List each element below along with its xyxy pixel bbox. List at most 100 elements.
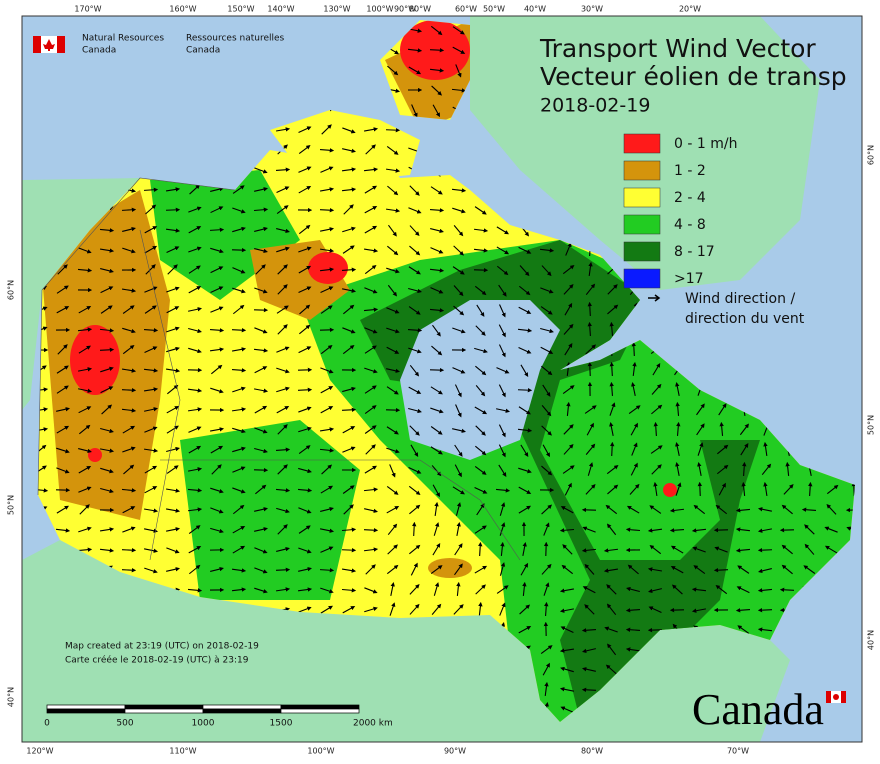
flag-bar [33,36,41,53]
map [22,16,862,742]
wind-arrow [122,390,134,391]
latitude-label: 60°N [7,280,16,300]
wind-arrow [760,610,772,611]
latitude-label: 50°N [7,495,16,515]
wind-arrow [414,524,415,536]
wind-arrow [612,364,613,376]
wind-arrow [298,390,310,391]
scale-label: 500 [116,719,133,729]
credit: Carte créée le 2018-02-19 (UTC) à 23:19 [65,655,249,666]
wind-arrow [166,210,178,211]
wind-arrow [430,50,442,51]
wind-arrow [122,570,134,571]
legend-label: 1 - 2 [674,163,706,179]
wind-arrow [590,304,591,316]
legend-label: 4 - 8 [674,217,706,233]
wind-arrow [210,230,222,231]
scale-segment [125,705,203,709]
wordmark-flag [826,691,846,703]
legend-swatch [624,134,660,153]
wordmark: Canada [692,685,824,734]
longitude-label: 30°W [581,5,603,14]
flag-bar [57,36,65,53]
wind-arrow [810,484,811,496]
wind-arrow [656,424,657,436]
longitude-label: 120°W [26,747,53,756]
longitude-label: 40°W [524,5,546,14]
longitude-label: 50°W [483,5,505,14]
title: Vecteur éolien de transp [540,62,847,91]
legend-label: Wind direction / [685,291,795,307]
legend-label: >17 [674,271,704,287]
wind-arrow [612,444,613,456]
wind-arrow [584,690,596,691]
credit: Map created at 23:19 (UTC) on 2018-02-19 [65,642,259,652]
org-name: Natural Resources [82,34,164,44]
longitude-label: 100°W [366,5,393,14]
latitude-label: 60°N [867,145,876,165]
org-name: Canada [82,46,116,56]
scale-segment [125,709,203,713]
wind-arrow [342,410,354,411]
wind-arrow [122,550,134,551]
longitude-label: 150°W [227,5,254,14]
scale-label: 1500 [270,719,293,729]
wind-arrow [100,350,112,351]
legend-swatch [624,269,660,288]
scale-segment [203,709,281,713]
wind-arrow [122,210,134,211]
legend-swatch [624,161,660,180]
scale-segment [281,709,359,713]
scale-segment [47,709,125,713]
wind-arrow [386,130,398,131]
longitude-label: 20°W [679,5,701,14]
date: 2018-02-19 [540,95,650,117]
longitude-label: 140°W [267,5,294,14]
scale-label: 2000 km [353,719,393,729]
longitude-label: 170°W [74,5,101,14]
longitude-label: 100°W [307,747,334,756]
legend-label: 2 - 4 [674,190,706,206]
wind-arrow [700,484,701,496]
wind-arrow [634,344,635,356]
longitude-label: 80°W [409,5,431,14]
wind-arrow [320,210,332,211]
longitude-label: 110°W [169,747,196,756]
latitude-label: 40°N [867,630,876,650]
longitude-label: 130°W [323,5,350,14]
wind-arrow [144,190,156,191]
scale-label: 1000 [192,719,215,729]
legend-label: 0 - 1 m/h [674,136,737,152]
latitude-label: 40°N [7,687,16,707]
wind-arrow [716,570,728,571]
wind-arrow [628,630,640,631]
longitude-label: 70°W [727,747,749,756]
longitude-label: 160°W [169,5,196,14]
scale-label: 0 [44,719,50,729]
scale-segment [203,705,281,709]
longitude-label: 60°W [455,5,477,14]
legend-swatch [624,242,660,261]
scale-segment [281,705,359,709]
leaf [833,694,839,700]
legend-label: 8 - 17 [674,244,715,260]
longitude-label: 90°W [444,747,466,756]
wind-arrow [364,530,376,531]
org-name: Ressources naturelles [186,34,285,44]
org-name: Canada [186,46,220,56]
wind-arrow [144,330,156,331]
wind-arrow [232,330,244,331]
wind-arrow [320,570,332,571]
title: Transport Wind Vector [539,34,816,63]
wind-arrow [782,590,794,591]
legend-swatch [624,188,660,207]
wind-arrow [276,570,288,571]
latitude-label: 50°N [867,415,876,435]
wind-arrow [590,364,591,376]
wind-arrow [480,544,481,556]
longitude-label: 80°W [581,747,603,756]
legend-swatch [624,215,660,234]
legend-label: direction du vent [685,311,805,327]
scale-segment [47,705,125,709]
